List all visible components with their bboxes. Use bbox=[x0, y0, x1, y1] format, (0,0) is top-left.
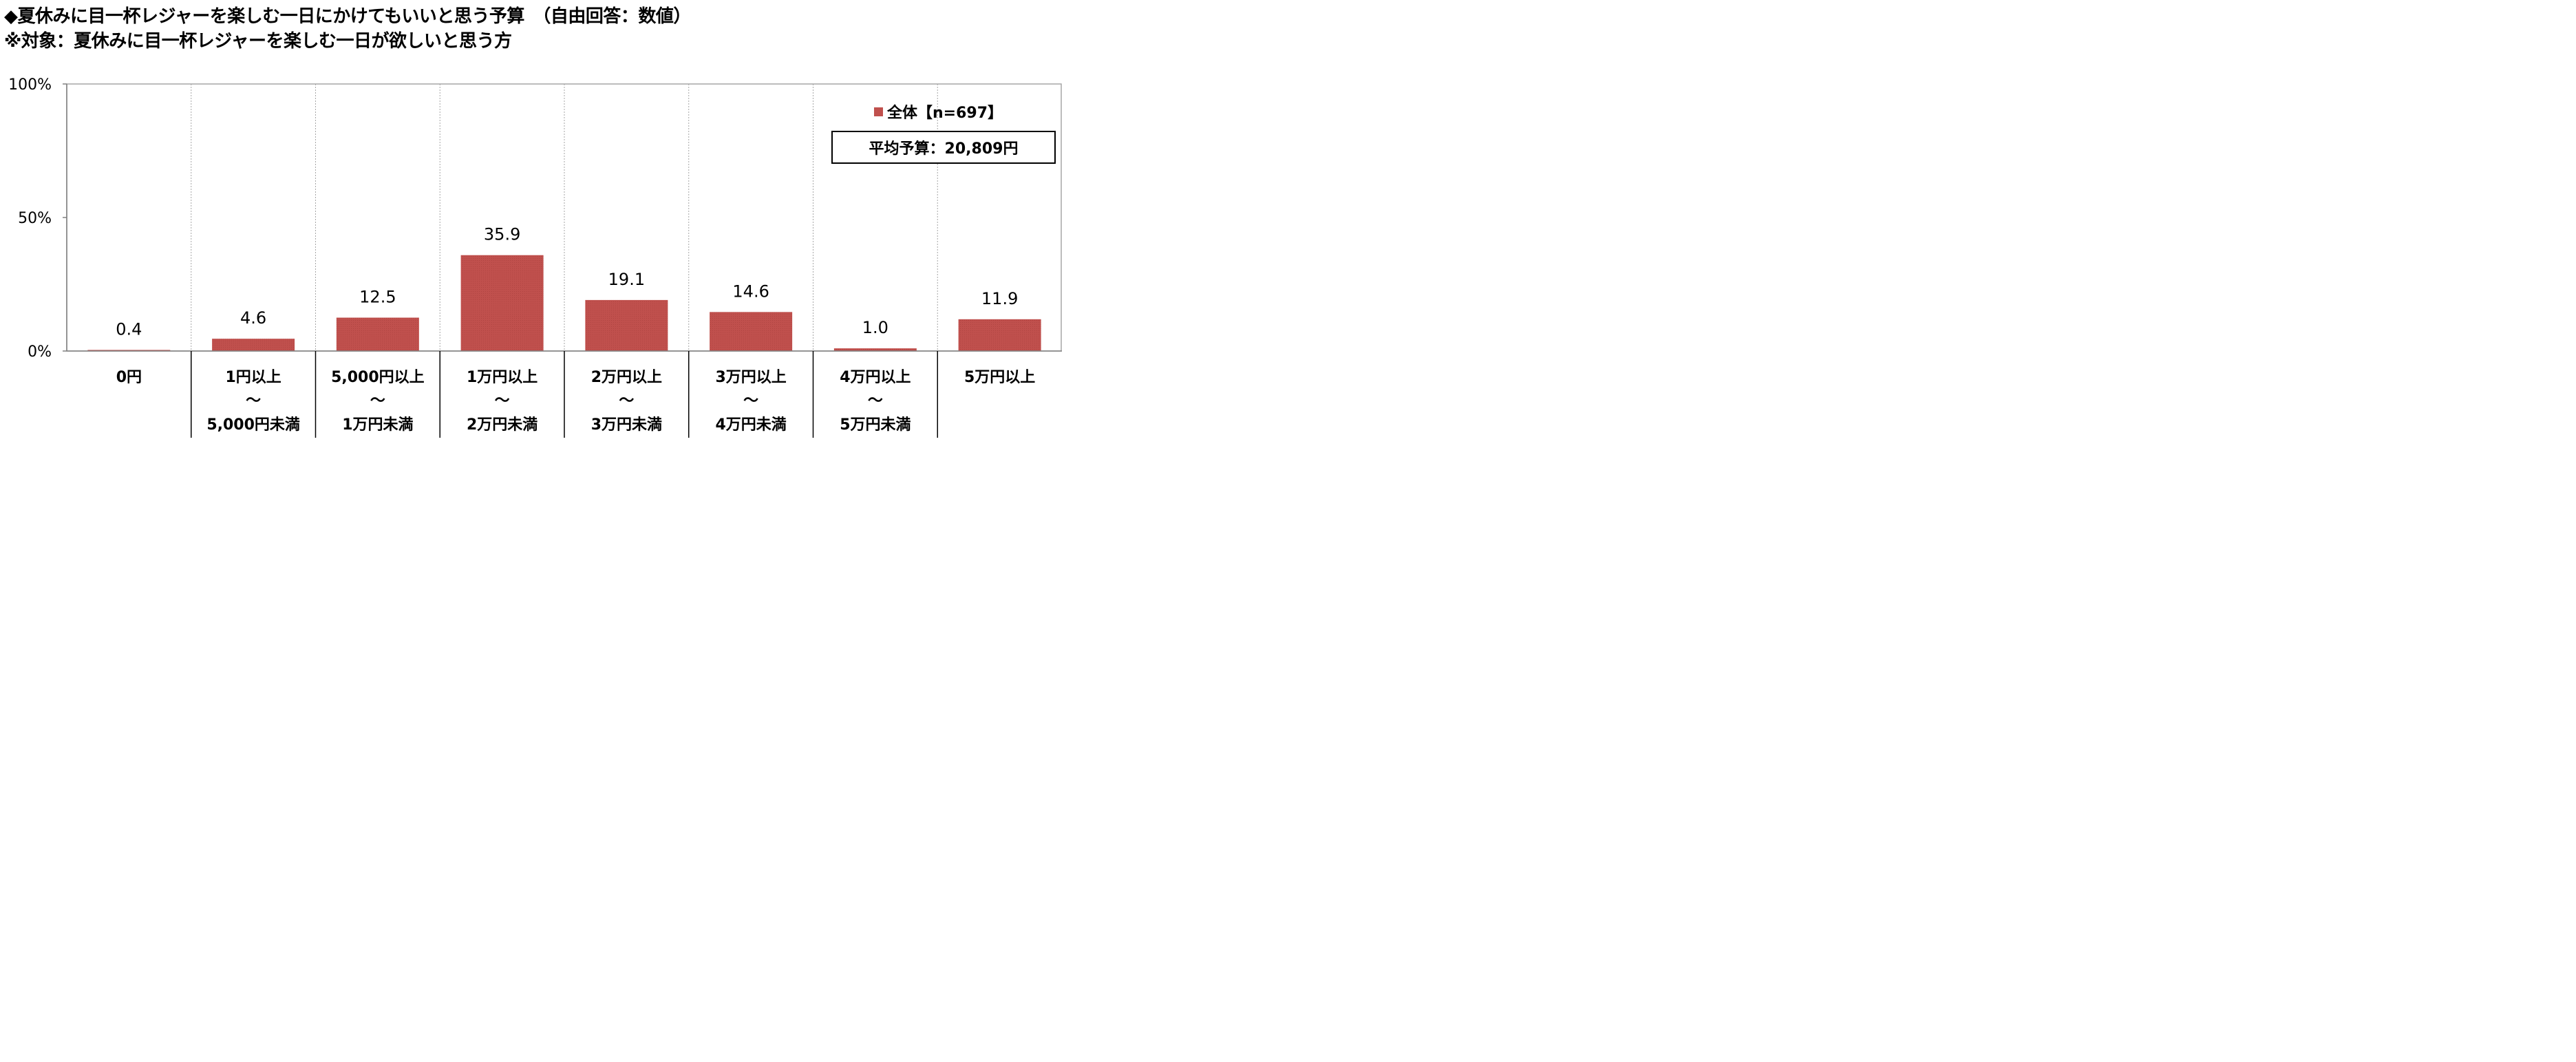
bar-chart: 0%50%100% 0.44.612.535.919.114.61.011.9 … bbox=[8, 76, 1062, 438]
data-label: 14.6 bbox=[732, 282, 769, 301]
average-budget-box: 平均予算：20,809円 bbox=[831, 131, 1056, 164]
x-tick-label: ～ bbox=[495, 392, 510, 410]
legend: 全体【n=697】 bbox=[874, 100, 1003, 123]
data-label: 12.5 bbox=[359, 288, 396, 307]
data-label: 0.4 bbox=[116, 319, 142, 339]
y-tick-label: 100% bbox=[8, 76, 52, 94]
x-tick-label: 2万円以上 bbox=[591, 369, 662, 386]
chart-title: ◆夏休みに目一杯レジャーを楽しむ一日にかけてもいいと思う予算 （自由回答：数値） bbox=[4, 6, 691, 27]
bar bbox=[212, 339, 295, 351]
x-tick-label: 3万円未満 bbox=[591, 416, 662, 434]
data-label: 1.0 bbox=[862, 318, 888, 337]
y-tick-label: 0% bbox=[28, 343, 52, 361]
data-label: 19.1 bbox=[608, 270, 645, 289]
x-tick-label: ～ bbox=[619, 392, 634, 410]
x-tick-label: 0円 bbox=[116, 369, 142, 386]
bar bbox=[87, 350, 171, 351]
bar bbox=[460, 255, 544, 351]
data-label: 4.6 bbox=[240, 308, 266, 328]
x-tick-label: ～ bbox=[868, 392, 883, 410]
legend-swatch bbox=[874, 107, 883, 116]
legend-label: 全体【n=697】 bbox=[887, 105, 1003, 122]
data-label: 35.9 bbox=[484, 225, 520, 244]
x-tick-label: 5万円未満 bbox=[840, 416, 911, 434]
x-tick-label: ～ bbox=[743, 392, 758, 410]
x-tick-label: ～ bbox=[370, 392, 385, 410]
x-tick-label: 1万円未満 bbox=[342, 416, 413, 434]
x-tick-label: 4万円以上 bbox=[840, 369, 911, 386]
x-tick-label: ～ bbox=[246, 392, 261, 410]
chart-subtitle: ※対象：夏休みに目一杯レジャーを楽しむ一日が欲しいと思う方 bbox=[4, 31, 512, 52]
x-tick-label: 4万円未満 bbox=[715, 416, 786, 434]
x-tick-label: 5,000円以上 bbox=[331, 369, 425, 386]
x-tick-label: 1円以上 bbox=[225, 369, 281, 386]
bar bbox=[710, 312, 793, 351]
x-tick-label: 5万円以上 bbox=[964, 369, 1035, 386]
y-tick-label: 50% bbox=[18, 210, 52, 227]
average-budget-label: 平均予算：20,809円 bbox=[869, 140, 1019, 158]
chart-titles: ◆夏休みに目一杯レジャーを楽しむ一日にかけてもいいと思う予算 （自由回答：数値）… bbox=[4, 4, 1057, 54]
bar bbox=[958, 319, 1041, 351]
bar bbox=[336, 317, 419, 351]
x-tick-label: 2万円未満 bbox=[467, 416, 537, 434]
bar bbox=[585, 299, 668, 351]
x-tick-label: 3万円以上 bbox=[715, 369, 786, 386]
x-tick-label: 1万円以上 bbox=[467, 369, 537, 386]
x-tick-label: 5,000円未満 bbox=[206, 416, 300, 434]
data-label: 11.9 bbox=[981, 289, 1018, 308]
bar bbox=[833, 348, 917, 351]
